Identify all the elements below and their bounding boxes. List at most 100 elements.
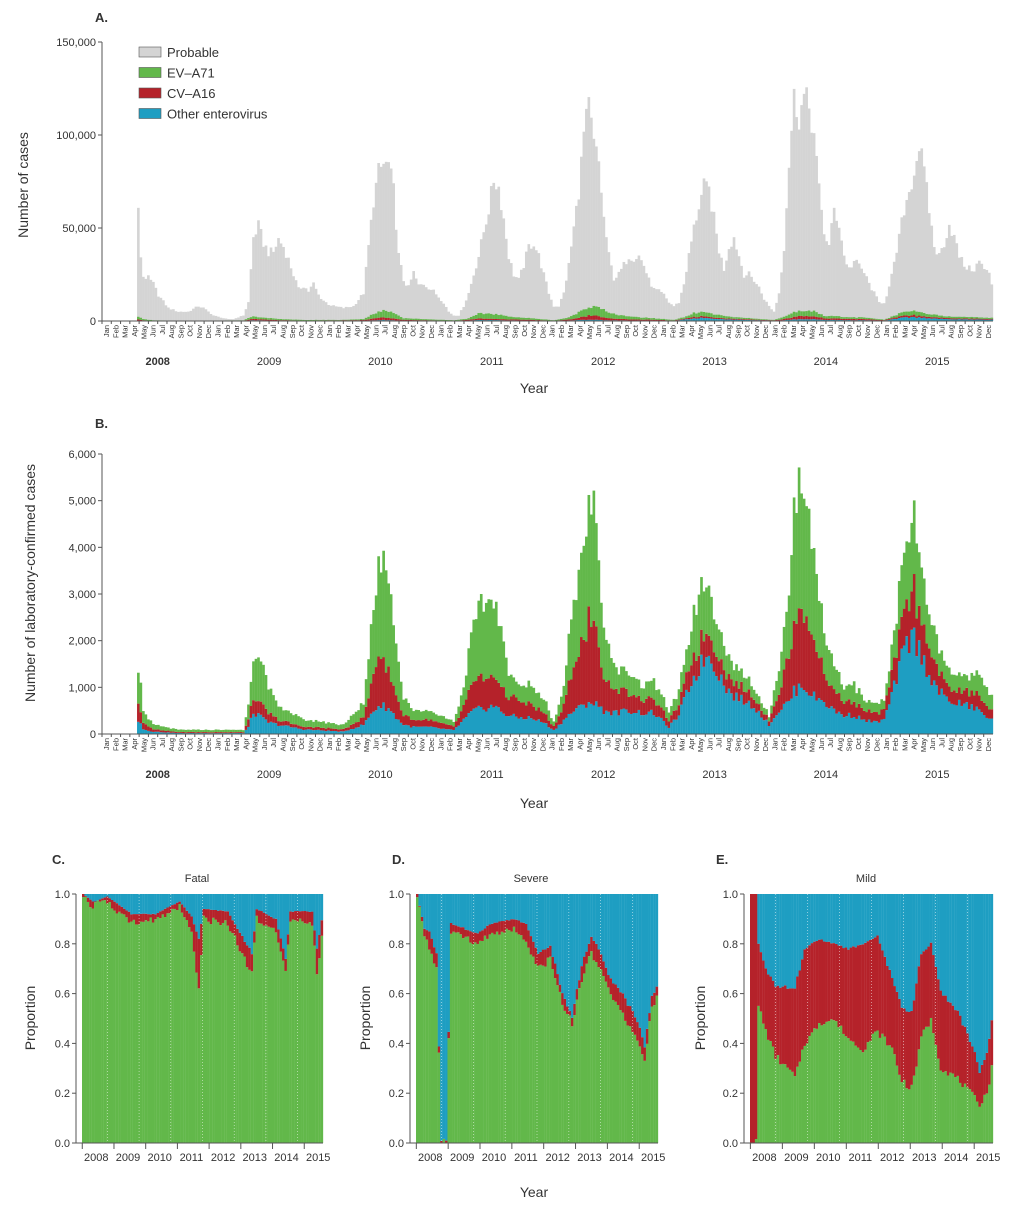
panel-b-month-label: May: [585, 738, 594, 752]
bar-probable: [830, 223, 833, 321]
bar-other: [135, 894, 138, 915]
bar-cv_a16: [387, 666, 390, 709]
bar-ev_a71: [631, 1031, 634, 1143]
bar-ev_a71: [597, 967, 601, 1143]
bar-probable: [329, 305, 333, 321]
bar-probable: [147, 275, 150, 321]
bar-other: [514, 716, 518, 734]
bar-other: [801, 894, 804, 960]
bar-probable: [670, 304, 673, 321]
bar-probable: [454, 315, 458, 321]
bar-cv_a16: [607, 318, 611, 321]
bar-ev_a71: [449, 933, 453, 1143]
bar-ev_a71: [115, 913, 119, 1143]
bar-ev_a71: [930, 625, 934, 658]
bar-ev_a71: [274, 318, 278, 320]
bar-cv_a16: [870, 319, 874, 321]
bar-ev_a71: [857, 688, 861, 704]
bar-cv_a16: [110, 900, 114, 909]
bar-probable: [152, 281, 155, 321]
bar-probable: [807, 108, 811, 321]
bar-other: [162, 732, 165, 734]
bar-ev_a71: [568, 1015, 572, 1143]
bar-ev_a71: [302, 719, 305, 727]
bar-cv_a16: [817, 658, 821, 699]
bar-ev_a71: [752, 318, 756, 320]
bar-cv_a16: [985, 318, 989, 320]
bar-cv_a16: [920, 625, 924, 665]
bar-probable: [244, 309, 248, 321]
bar-cv_a16: [641, 1037, 644, 1055]
bar-other: [742, 704, 746, 734]
bar-cv_a16: [587, 315, 591, 320]
bar-other: [91, 894, 95, 902]
bar-cv_a16: [267, 319, 270, 321]
bar-ev_a71: [550, 718, 553, 725]
bar-cv_a16: [474, 681, 478, 708]
bar-probable: [942, 247, 946, 321]
bar-cv_a16: [633, 1017, 637, 1035]
bar-cv_a16: [478, 931, 482, 941]
bar-ev_a71: [764, 1029, 768, 1143]
bar-other: [466, 894, 470, 931]
bar-cv_a16: [627, 696, 631, 713]
bar-other: [876, 894, 879, 936]
bar-ev_a71: [347, 319, 350, 321]
bar-probable: [499, 210, 503, 321]
bar-ev_a71: [951, 1073, 955, 1143]
bar-ev_a71: [267, 318, 270, 320]
bar-probable: [207, 311, 210, 321]
bar-ev_a71: [920, 1036, 923, 1143]
bar-ev_a71: [509, 674, 513, 697]
bar-cv_a16: [238, 932, 242, 952]
bar-ev_a71: [369, 624, 373, 684]
bar-ev_a71: [252, 661, 255, 701]
bar-ev_a71: [975, 670, 979, 691]
panel-a-month-label: Jun: [260, 325, 269, 337]
panel-b-month-label: May: [808, 738, 817, 752]
panel-a-month-label: Jun: [483, 325, 492, 337]
bar-other: [817, 698, 821, 734]
bar-ev_a71: [837, 671, 841, 694]
panel-b-month-label: Jul: [603, 738, 612, 748]
bar-cv_a16: [349, 724, 353, 730]
panel-e-letter: E.: [716, 852, 728, 867]
bar-cv_a16: [890, 669, 894, 693]
bar-ev_a71: [650, 1006, 654, 1143]
bar-other: [402, 725, 405, 734]
bar-probable: [795, 117, 798, 321]
panel-b-y-axis-title: Number of laboratory-confirmed cases: [22, 464, 38, 702]
panel-e-y-tick-label: 0.2: [723, 1088, 738, 1100]
bar-ev_a71: [467, 648, 471, 690]
bar-ev_a71: [392, 313, 395, 319]
bar-cv_a16: [592, 620, 596, 706]
bar-cv_a16: [374, 318, 378, 321]
panel-c-year-label: 2015: [306, 1152, 330, 1164]
bar-ev_a71: [792, 311, 796, 317]
bar-cv_a16: [859, 944, 862, 1050]
bar-cv_a16: [514, 319, 518, 321]
bar-other: [241, 894, 244, 936]
bar-cv_a16: [638, 1027, 642, 1047]
bar-ev_a71: [887, 671, 891, 688]
panel-b-month-label: Feb: [223, 738, 232, 751]
bar-probable: [379, 166, 383, 321]
bar-ev_a71: [313, 945, 316, 1143]
bar-other: [156, 894, 160, 913]
bar-ev_a71: [289, 319, 293, 321]
bar-other: [279, 894, 283, 939]
bar-probable: [477, 256, 481, 321]
bar-ev_a71: [712, 619, 716, 653]
bar-ev_a71: [872, 318, 876, 320]
bar-probable: [254, 234, 258, 321]
bar-probable: [417, 284, 420, 321]
bar-cv_a16: [247, 319, 250, 321]
bar-other: [274, 723, 278, 734]
bar-other: [832, 708, 836, 734]
panel-b-month-label: Apr: [353, 737, 362, 749]
bar-cv_a16: [982, 702, 986, 715]
bar-other: [595, 701, 598, 734]
bar-cv_a16: [653, 992, 656, 1006]
bar-ev_a71: [861, 1052, 865, 1143]
bar-cv_a16: [537, 707, 541, 720]
